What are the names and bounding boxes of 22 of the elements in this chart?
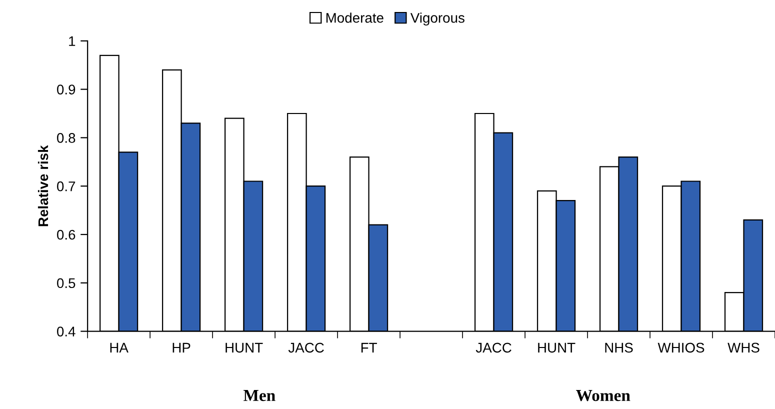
text: Women	[576, 390, 630, 402]
y-tick-label: 0.5	[57, 278, 76, 288]
x-tick-label: JACC	[288, 342, 324, 353]
x-tick-label: FT	[361, 342, 377, 352]
x-tick-label: HP	[172, 342, 190, 352]
x-tick-label: WHS	[728, 342, 760, 353]
x-tick-label: HA	[110, 342, 128, 352]
y-tick-label: 0.6	[57, 230, 76, 240]
y-tick-label: 0.8	[57, 133, 76, 143]
x-tick-label: WHIOS	[658, 342, 704, 353]
y-tick-label: 1	[69, 36, 76, 46]
y-axis-title: Relative risk	[38, 145, 48, 226]
legend-label: Vigorous	[410, 12, 464, 26]
y-tick-label: 0.7	[57, 181, 76, 192]
y-tick-label: 0.4	[57, 326, 76, 336]
x-tick-label: NHS	[605, 342, 633, 353]
x-tick-label: HUNT	[538, 342, 576, 353]
text: Men	[244, 390, 276, 402]
y-tick-label: 0.9	[57, 84, 76, 94]
legend-label: Moderate	[326, 12, 384, 23]
x-tick-label: HUNT	[226, 342, 263, 353]
x-tick-label: JACC	[476, 342, 512, 353]
